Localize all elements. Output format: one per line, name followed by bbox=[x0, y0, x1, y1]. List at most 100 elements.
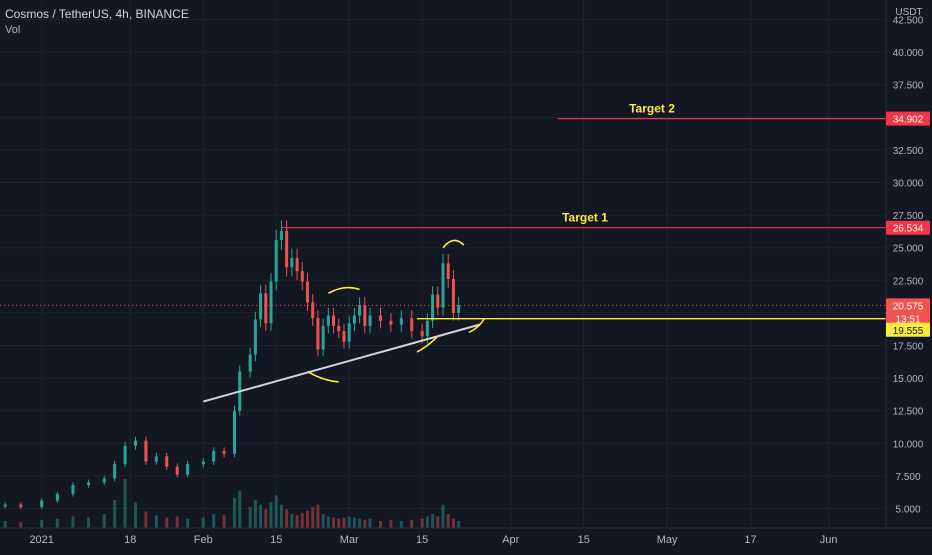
top-arc bbox=[442, 239, 465, 249]
price-tick-label: 7.500 bbox=[895, 472, 920, 483]
volume-bar bbox=[285, 509, 289, 528]
current-price-tag: 20.575 bbox=[893, 301, 924, 312]
candle-body bbox=[3, 504, 7, 507]
candle-body bbox=[253, 319, 257, 355]
time-axis-panel[interactable] bbox=[0, 528, 932, 550]
candle-body bbox=[290, 258, 294, 268]
candle-body bbox=[269, 281, 273, 324]
volume-bar bbox=[222, 515, 226, 528]
target-price-tag-1: 34.902 bbox=[893, 115, 924, 126]
price-tick-label: 32.500 bbox=[893, 146, 924, 157]
candle-body bbox=[71, 484, 75, 495]
price-tick-label: 42.500 bbox=[893, 16, 924, 27]
time-tick-label: 15 bbox=[578, 534, 590, 546]
candle-body bbox=[451, 278, 455, 313]
candle-body bbox=[332, 315, 336, 326]
volume-bar bbox=[425, 516, 429, 528]
volume-bar bbox=[368, 518, 372, 528]
price-tick-label: 40.000 bbox=[893, 48, 924, 59]
candle-body bbox=[378, 315, 382, 321]
candle-body bbox=[358, 305, 362, 316]
head-arc bbox=[327, 286, 360, 295]
volume-bar bbox=[311, 507, 315, 528]
volume-bar bbox=[300, 512, 304, 528]
volume-bar bbox=[399, 521, 403, 528]
currency-label: USDT bbox=[895, 7, 922, 18]
volume-bar bbox=[347, 516, 351, 528]
price-tick-label: 12.500 bbox=[893, 407, 924, 418]
candle-body bbox=[295, 258, 299, 272]
volume-bar bbox=[451, 518, 455, 528]
candle-body bbox=[420, 331, 424, 337]
volume-bar bbox=[253, 500, 257, 528]
volume-bar bbox=[337, 518, 341, 528]
candle-body bbox=[425, 320, 429, 337]
candle-body bbox=[201, 461, 205, 465]
candle-body bbox=[259, 293, 263, 320]
volume-bar bbox=[134, 502, 138, 528]
price-tick-label: 22.500 bbox=[893, 276, 924, 287]
price-layer bbox=[3, 220, 461, 510]
candle-body bbox=[326, 315, 330, 326]
volume-bar bbox=[342, 517, 346, 528]
volume-bar bbox=[233, 497, 237, 528]
price-tick-label: 30.000 bbox=[893, 179, 924, 190]
volume-bar bbox=[238, 490, 242, 528]
candle-body bbox=[134, 440, 138, 446]
target-label-1: Target 2 bbox=[629, 102, 675, 116]
time-tick-label: 2021 bbox=[29, 534, 53, 546]
volume-bar bbox=[259, 504, 263, 528]
volume-bar bbox=[71, 516, 75, 528]
volume-bar bbox=[87, 517, 91, 528]
volume-bar bbox=[290, 514, 294, 528]
candle-body bbox=[389, 320, 393, 325]
volume-bar bbox=[212, 514, 216, 528]
time-tick-label: May bbox=[657, 534, 678, 546]
volume-bar bbox=[436, 516, 440, 528]
candle-body bbox=[321, 325, 325, 350]
volume-bar bbox=[186, 518, 190, 528]
candle-body bbox=[102, 478, 106, 483]
volume-bar bbox=[248, 507, 252, 528]
candle-body bbox=[410, 318, 414, 332]
candle-body bbox=[436, 294, 440, 308]
candle-body bbox=[87, 482, 91, 485]
volume-indicator-label[interactable]: Vol bbox=[5, 24, 20, 36]
volume-bar bbox=[431, 514, 435, 528]
volume-bar bbox=[389, 519, 393, 528]
support-price-tag-bg bbox=[886, 322, 930, 337]
volume-bar bbox=[363, 519, 367, 528]
candle-body bbox=[123, 445, 127, 465]
current-price-tag-bg bbox=[886, 298, 930, 326]
time-tick-label: 15 bbox=[270, 534, 282, 546]
trend-line bbox=[202, 323, 480, 403]
candle-body bbox=[363, 305, 367, 326]
volume-bar bbox=[378, 521, 382, 528]
volume-bar bbox=[3, 521, 7, 528]
candle-body bbox=[300, 271, 304, 282]
candle-body bbox=[274, 239, 278, 282]
volume-bar bbox=[326, 516, 330, 528]
volume-bar bbox=[274, 495, 278, 528]
candle-body bbox=[347, 323, 351, 342]
volume-bar bbox=[123, 479, 127, 528]
volume-bar bbox=[316, 504, 320, 528]
volume-bar bbox=[358, 518, 362, 528]
target-price-tag-1-bg bbox=[886, 111, 930, 126]
volume-bar bbox=[279, 504, 283, 528]
time-axis-ticks: 2021 18 Feb 15 Mar 15 Apr 15 May 17 Jun bbox=[29, 534, 837, 546]
volume-bar bbox=[175, 516, 179, 528]
candle-body bbox=[279, 230, 283, 240]
volume-bar bbox=[420, 518, 424, 528]
candle-body bbox=[368, 315, 372, 326]
price-tick-label: 27.500 bbox=[893, 211, 924, 222]
candle-body bbox=[285, 230, 289, 268]
candle-body bbox=[441, 263, 445, 308]
price-axis-panel[interactable] bbox=[886, 0, 932, 550]
symbol-title[interactable]: Cosmos / TetherUS, 4h, BINANCE bbox=[5, 7, 189, 21]
price-tick-label: 10.000 bbox=[893, 439, 924, 450]
candle-body bbox=[264, 293, 268, 324]
